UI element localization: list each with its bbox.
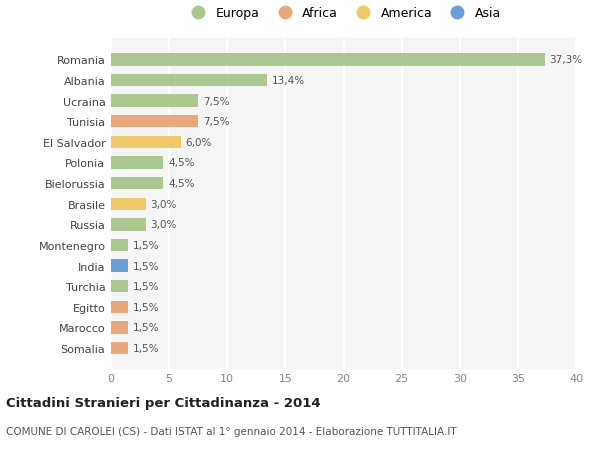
Bar <box>111 301 128 313</box>
Text: 1,5%: 1,5% <box>133 241 160 251</box>
Text: 1,5%: 1,5% <box>133 281 160 291</box>
Bar <box>111 239 128 252</box>
Text: 13,4%: 13,4% <box>271 76 305 86</box>
Text: 3,0%: 3,0% <box>151 199 177 209</box>
Text: 4,5%: 4,5% <box>168 158 194 168</box>
Text: 1,5%: 1,5% <box>133 343 160 353</box>
Bar <box>111 136 181 149</box>
Text: 37,3%: 37,3% <box>549 55 583 65</box>
Bar <box>111 218 146 231</box>
Bar <box>111 157 163 169</box>
Legend: Europa, Africa, America, Asia: Europa, Africa, America, Asia <box>186 7 501 20</box>
Bar <box>111 280 128 293</box>
Text: 1,5%: 1,5% <box>133 323 160 333</box>
Text: 6,0%: 6,0% <box>185 138 212 147</box>
Bar <box>111 198 146 210</box>
Bar <box>111 95 198 107</box>
Text: Cittadini Stranieri per Cittadinanza - 2014: Cittadini Stranieri per Cittadinanza - 2… <box>6 396 320 409</box>
Text: 1,5%: 1,5% <box>133 302 160 312</box>
Bar <box>111 322 128 334</box>
Text: COMUNE DI CAROLEI (CS) - Dati ISTAT al 1° gennaio 2014 - Elaborazione TUTTITALIA: COMUNE DI CAROLEI (CS) - Dati ISTAT al 1… <box>6 426 457 436</box>
Bar <box>111 178 163 190</box>
Text: 3,0%: 3,0% <box>151 220 177 230</box>
Bar <box>111 260 128 272</box>
Text: 4,5%: 4,5% <box>168 179 194 189</box>
Bar <box>111 116 198 128</box>
Bar <box>111 75 267 87</box>
Bar <box>111 342 128 354</box>
Text: 1,5%: 1,5% <box>133 261 160 271</box>
Bar <box>111 54 545 67</box>
Text: 7,5%: 7,5% <box>203 117 229 127</box>
Text: 7,5%: 7,5% <box>203 96 229 106</box>
